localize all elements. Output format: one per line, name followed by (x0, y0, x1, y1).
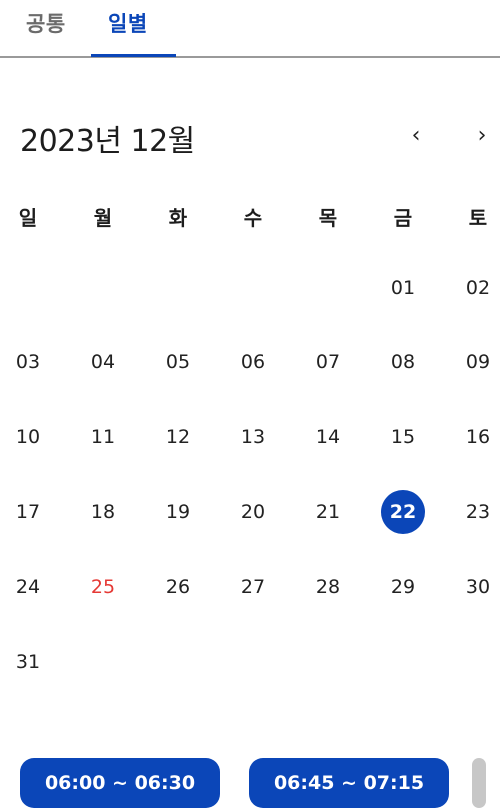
calendar-day[interactable]: 21 (315, 501, 341, 523)
calendar-day[interactable]: 04 (90, 351, 116, 373)
active-tab-indicator (91, 54, 176, 57)
calendar-day[interactable]: 18 (90, 501, 116, 523)
time-slot-button-partial[interactable] (472, 758, 486, 808)
tab-common[interactable]: 공통 (26, 12, 66, 36)
calendar-day[interactable]: 09 (465, 351, 491, 373)
tab-daily[interactable]: 일별 (108, 12, 148, 36)
weekday-sun: 일 (18, 206, 38, 230)
next-month-icon[interactable]: › (477, 123, 487, 148)
calendar-day[interactable]: 19 (165, 501, 191, 523)
calendar-day[interactable]: 17 (15, 501, 41, 523)
calendar-day[interactable]: 08 (390, 351, 416, 373)
calendar-day[interactable]: 30 (465, 576, 491, 598)
weekday-tue: 화 (168, 206, 188, 230)
calendar-day[interactable]: 07 (315, 351, 341, 373)
weekday-wed: 수 (243, 206, 263, 230)
calendar-day[interactable]: 25 (90, 576, 116, 598)
time-slot-button[interactable]: 06:45 ~ 07:15 (249, 758, 449, 808)
weekday-fri: 금 (393, 206, 413, 230)
calendar-day[interactable]: 28 (315, 576, 341, 598)
time-slot-button[interactable]: 06:00 ~ 06:30 (20, 758, 220, 808)
calendar-day[interactable]: 20 (240, 501, 266, 523)
calendar-day[interactable]: 23 (465, 501, 491, 523)
calendar-day[interactable]: 01 (390, 277, 416, 299)
calendar-day[interactable]: 03 (15, 351, 41, 373)
calendar-day[interactable]: 24 (15, 576, 41, 598)
calendar-day[interactable]: 16 (465, 426, 491, 448)
calendar-month-title: 2023년 12월 (20, 124, 195, 159)
calendar-day[interactable]: 10 (15, 426, 41, 448)
calendar-day[interactable]: 27 (240, 576, 266, 598)
calendar-day[interactable]: 26 (165, 576, 191, 598)
calendar-day[interactable]: 12 (165, 426, 191, 448)
calendar-day[interactable]: 22 (381, 490, 425, 534)
weekday-mon: 월 (93, 206, 113, 230)
calendar-day[interactable]: 11 (90, 426, 116, 448)
prev-month-icon[interactable]: ‹ (411, 123, 421, 148)
tab-bar: 공통 일별 (0, 0, 500, 58)
calendar-day[interactable]: 13 (240, 426, 266, 448)
weekday-thu: 목 (318, 206, 338, 230)
weekday-sat: 토 (468, 206, 488, 230)
calendar-day[interactable]: 06 (240, 351, 266, 373)
calendar-day[interactable]: 02 (465, 277, 491, 299)
calendar-day[interactable]: 15 (390, 426, 416, 448)
calendar-day[interactable]: 14 (315, 426, 341, 448)
calendar-day[interactable]: 05 (165, 351, 191, 373)
calendar-day[interactable]: 31 (15, 651, 41, 673)
calendar-day[interactable]: 29 (390, 576, 416, 598)
